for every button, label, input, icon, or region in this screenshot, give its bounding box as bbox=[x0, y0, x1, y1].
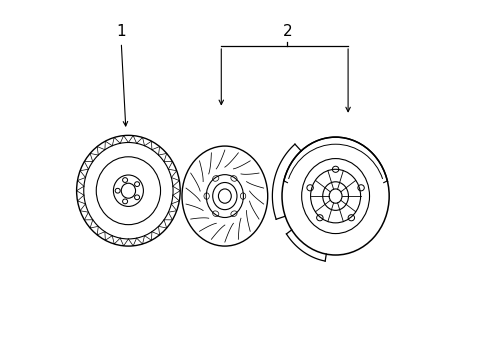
Text: 2: 2 bbox=[282, 24, 292, 39]
Text: 1: 1 bbox=[116, 24, 126, 39]
